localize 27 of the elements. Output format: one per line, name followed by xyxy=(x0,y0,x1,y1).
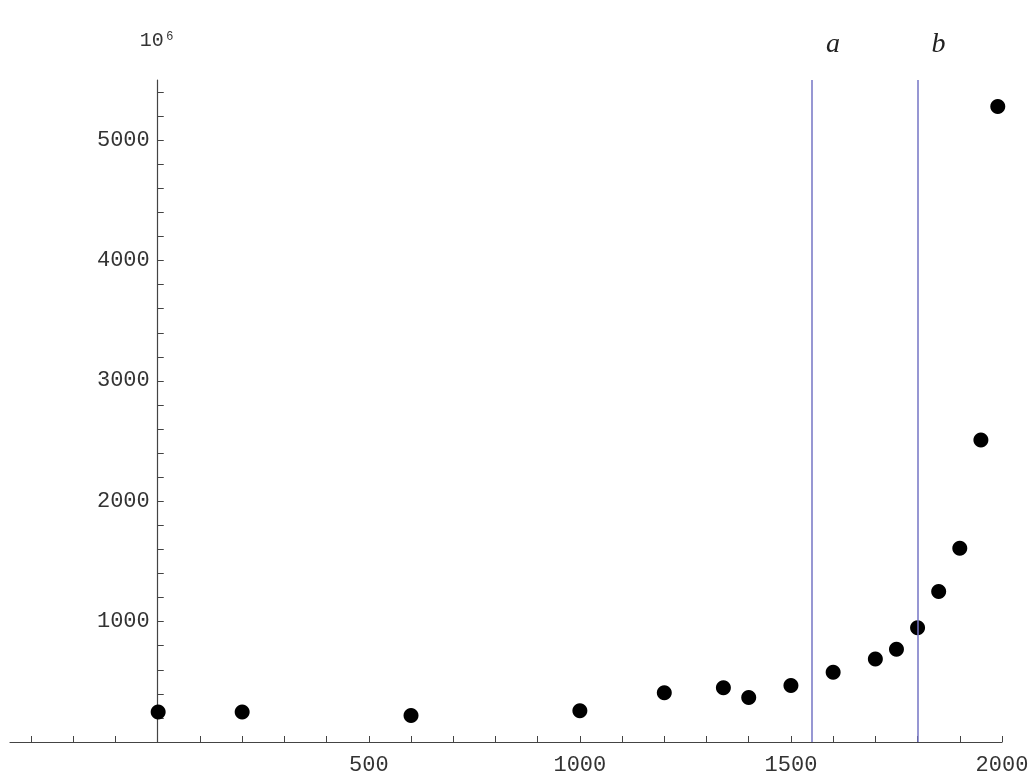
x-tick-label: 1500 xyxy=(764,752,818,778)
point xyxy=(234,704,250,720)
point xyxy=(931,584,947,600)
ref-line-label: a xyxy=(826,26,841,58)
ref-line-label: b xyxy=(931,26,946,58)
point xyxy=(867,651,883,667)
y-tick-label: 2000 xyxy=(96,488,150,514)
point xyxy=(741,689,757,705)
y-axis-title: 10⁶ xyxy=(139,28,176,52)
y-tick-label: 3000 xyxy=(96,368,150,394)
x-tick-label: 1000 xyxy=(553,752,607,778)
point xyxy=(572,703,588,719)
point xyxy=(888,641,904,657)
point xyxy=(715,680,731,696)
point xyxy=(656,685,672,701)
point xyxy=(150,704,166,720)
x-tick-label: 500 xyxy=(349,752,389,778)
point xyxy=(973,432,989,448)
y-tick-label: 4000 xyxy=(96,248,150,274)
point xyxy=(990,98,1006,114)
y-tick-label: 5000 xyxy=(96,127,150,153)
point xyxy=(783,677,799,693)
point xyxy=(825,664,841,680)
point xyxy=(952,540,968,556)
point xyxy=(403,708,419,724)
x-tick-label: 2000 xyxy=(975,752,1029,778)
y-tick-label: 1000 xyxy=(96,609,150,635)
